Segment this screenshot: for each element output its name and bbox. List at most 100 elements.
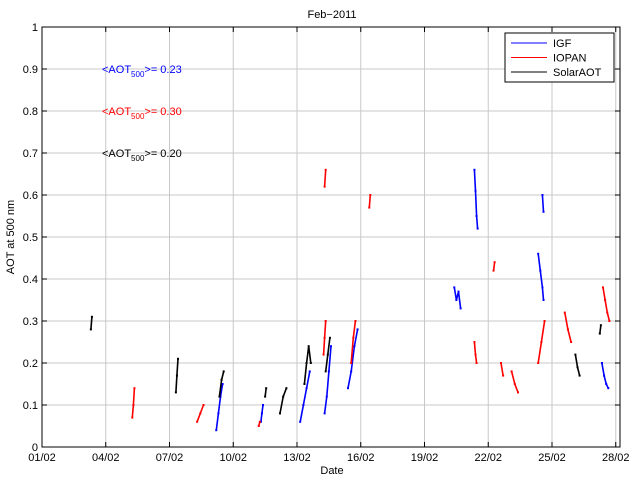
data-point [453, 286, 456, 289]
data-point [457, 290, 460, 293]
data-segment [90, 316, 93, 330]
data-point [132, 404, 135, 406]
data-segment [323, 346, 332, 414]
data-point [347, 387, 349, 390]
data-point [602, 286, 604, 289]
legend: IGF IOPAN SolarAOT [504, 32, 615, 83]
data-point [324, 320, 327, 322]
x-tick-label: 25/02 [538, 452, 566, 464]
data-point [285, 387, 288, 390]
data-point [217, 412, 220, 415]
annotation-prefix: <AOT [102, 64, 131, 76]
data-point [215, 429, 218, 432]
x-axis-label: Date [320, 465, 343, 477]
data-point [475, 215, 478, 217]
data-point [369, 194, 372, 196]
data-point [541, 194, 544, 196]
data-point [328, 336, 331, 339]
data-point [606, 311, 609, 314]
data-point [600, 362, 603, 364]
mean-annotation: <AOT500>= 0.20 [102, 148, 182, 163]
data-segment [537, 253, 545, 301]
y-tick-label: 0.6 [23, 190, 38, 202]
data-point [326, 353, 329, 356]
data-segment [303, 346, 312, 385]
data-point [607, 387, 610, 390]
data-point [265, 387, 268, 390]
data-point [368, 206, 371, 209]
data-segment [215, 383, 224, 431]
data-point [455, 299, 458, 301]
data-point [202, 404, 205, 406]
data-point [542, 299, 545, 301]
x-tick-label: 04/02 [92, 452, 120, 464]
data-segment [323, 169, 327, 187]
y-axis-label: AOT at 500 nm [5, 200, 17, 274]
data-point [307, 345, 310, 348]
data-segment [500, 362, 504, 376]
data-point [177, 357, 179, 360]
data-point [352, 336, 355, 339]
data-point [299, 420, 302, 423]
data-point [566, 328, 569, 331]
y-tick-label: 0.7 [23, 148, 38, 160]
y-tick-label: 0.2 [23, 358, 38, 370]
data-point [323, 336, 326, 339]
data-point [305, 362, 308, 364]
data-point [563, 311, 566, 314]
data-point [354, 320, 357, 322]
data-point [262, 404, 264, 406]
legend-label: IGF [553, 38, 572, 50]
data-point [473, 168, 476, 171]
data-point [510, 370, 513, 373]
data-point [259, 420, 262, 423]
data-point [459, 307, 462, 310]
axes: 01/02 04/02 07/02 10/02 13/02 16/02 19/02 22/02… [23, 22, 630, 464]
annotation-prefix: <AOT [102, 106, 131, 118]
data-segment [602, 287, 611, 322]
data-point [542, 210, 545, 213]
x-tick-label: 01/02 [28, 452, 56, 464]
data-points [89, 168, 611, 432]
y-tick-label: 1 [32, 22, 38, 34]
x-tick-label: 07/02 [156, 452, 184, 464]
data-point [303, 383, 306, 385]
data-point [218, 395, 221, 398]
data-segment [264, 388, 267, 397]
data-point [493, 261, 496, 264]
data-point [199, 412, 202, 415]
data-segment [347, 329, 359, 389]
y-tick-label: 0 [32, 442, 38, 454]
annotation-value: >= 0.23 [144, 64, 181, 76]
data-point [323, 185, 326, 188]
data-point [330, 345, 332, 348]
data-point [474, 353, 477, 356]
annotation-prefix: <AOT [102, 148, 131, 160]
annotation-subscript: 500 [131, 112, 145, 121]
data-point [305, 387, 308, 390]
series-solaraot [89, 315, 602, 415]
mean-annotations: <AOT500>= 0.23<AOT500>= 0.30<AOT500>= 0.… [102, 64, 182, 163]
data-point [540, 341, 543, 343]
data-point [474, 189, 477, 192]
data-point [353, 345, 356, 348]
y-tick-label: 0.5 [23, 232, 38, 244]
data-point [133, 387, 136, 390]
data-point [257, 425, 260, 427]
annotation-subscript: 500 [131, 70, 145, 79]
x-tick-label: 28/02 [602, 452, 630, 464]
data-point [308, 370, 311, 373]
data-point [279, 412, 281, 415]
series-igf [215, 168, 610, 432]
data-point [543, 320, 546, 322]
data-point [598, 332, 601, 335]
data-point [492, 269, 495, 272]
data-point [222, 370, 225, 373]
data-point [517, 391, 519, 394]
legend-label: IOPAN [553, 53, 586, 65]
data-point [324, 168, 327, 171]
data-point [350, 362, 353, 364]
data-point [541, 286, 544, 289]
data-point [131, 416, 134, 419]
